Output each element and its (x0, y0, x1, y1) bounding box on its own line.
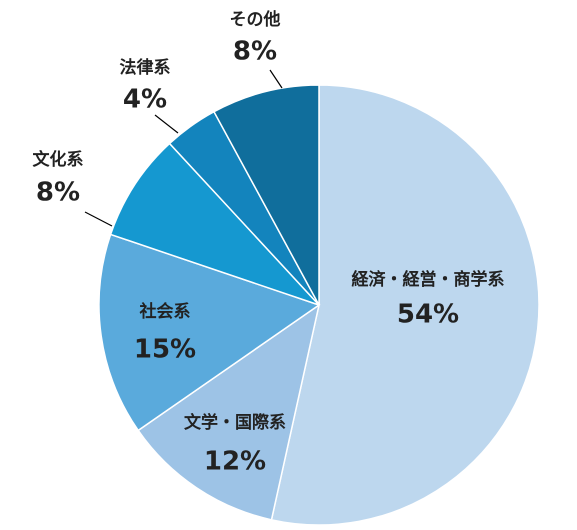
leader-line (84, 211, 113, 227)
pie-slice (137, 303, 321, 521)
leader-line (269, 69, 283, 89)
slice-label: 文化系 (33, 149, 84, 170)
value-label: 12% (204, 447, 266, 477)
pie-slice (212, 84, 320, 306)
value-label: 4% (123, 85, 167, 115)
value-label: 8% (233, 37, 277, 67)
pie-slice (109, 142, 320, 306)
slice-label: その他 (230, 9, 281, 30)
slice-label: 法律系 (120, 57, 171, 78)
value-label: 15% (134, 335, 196, 365)
pie-slice (98, 233, 321, 432)
slice-label: 文学・国際系 (184, 412, 286, 433)
slice-label: 経済・経営・商学系 (352, 269, 505, 290)
value-label: 54% (397, 300, 459, 330)
value-label: 8% (36, 178, 80, 208)
pie-slice (270, 84, 540, 526)
leader-line (154, 114, 179, 134)
slice-label: 社会系 (139, 301, 191, 322)
